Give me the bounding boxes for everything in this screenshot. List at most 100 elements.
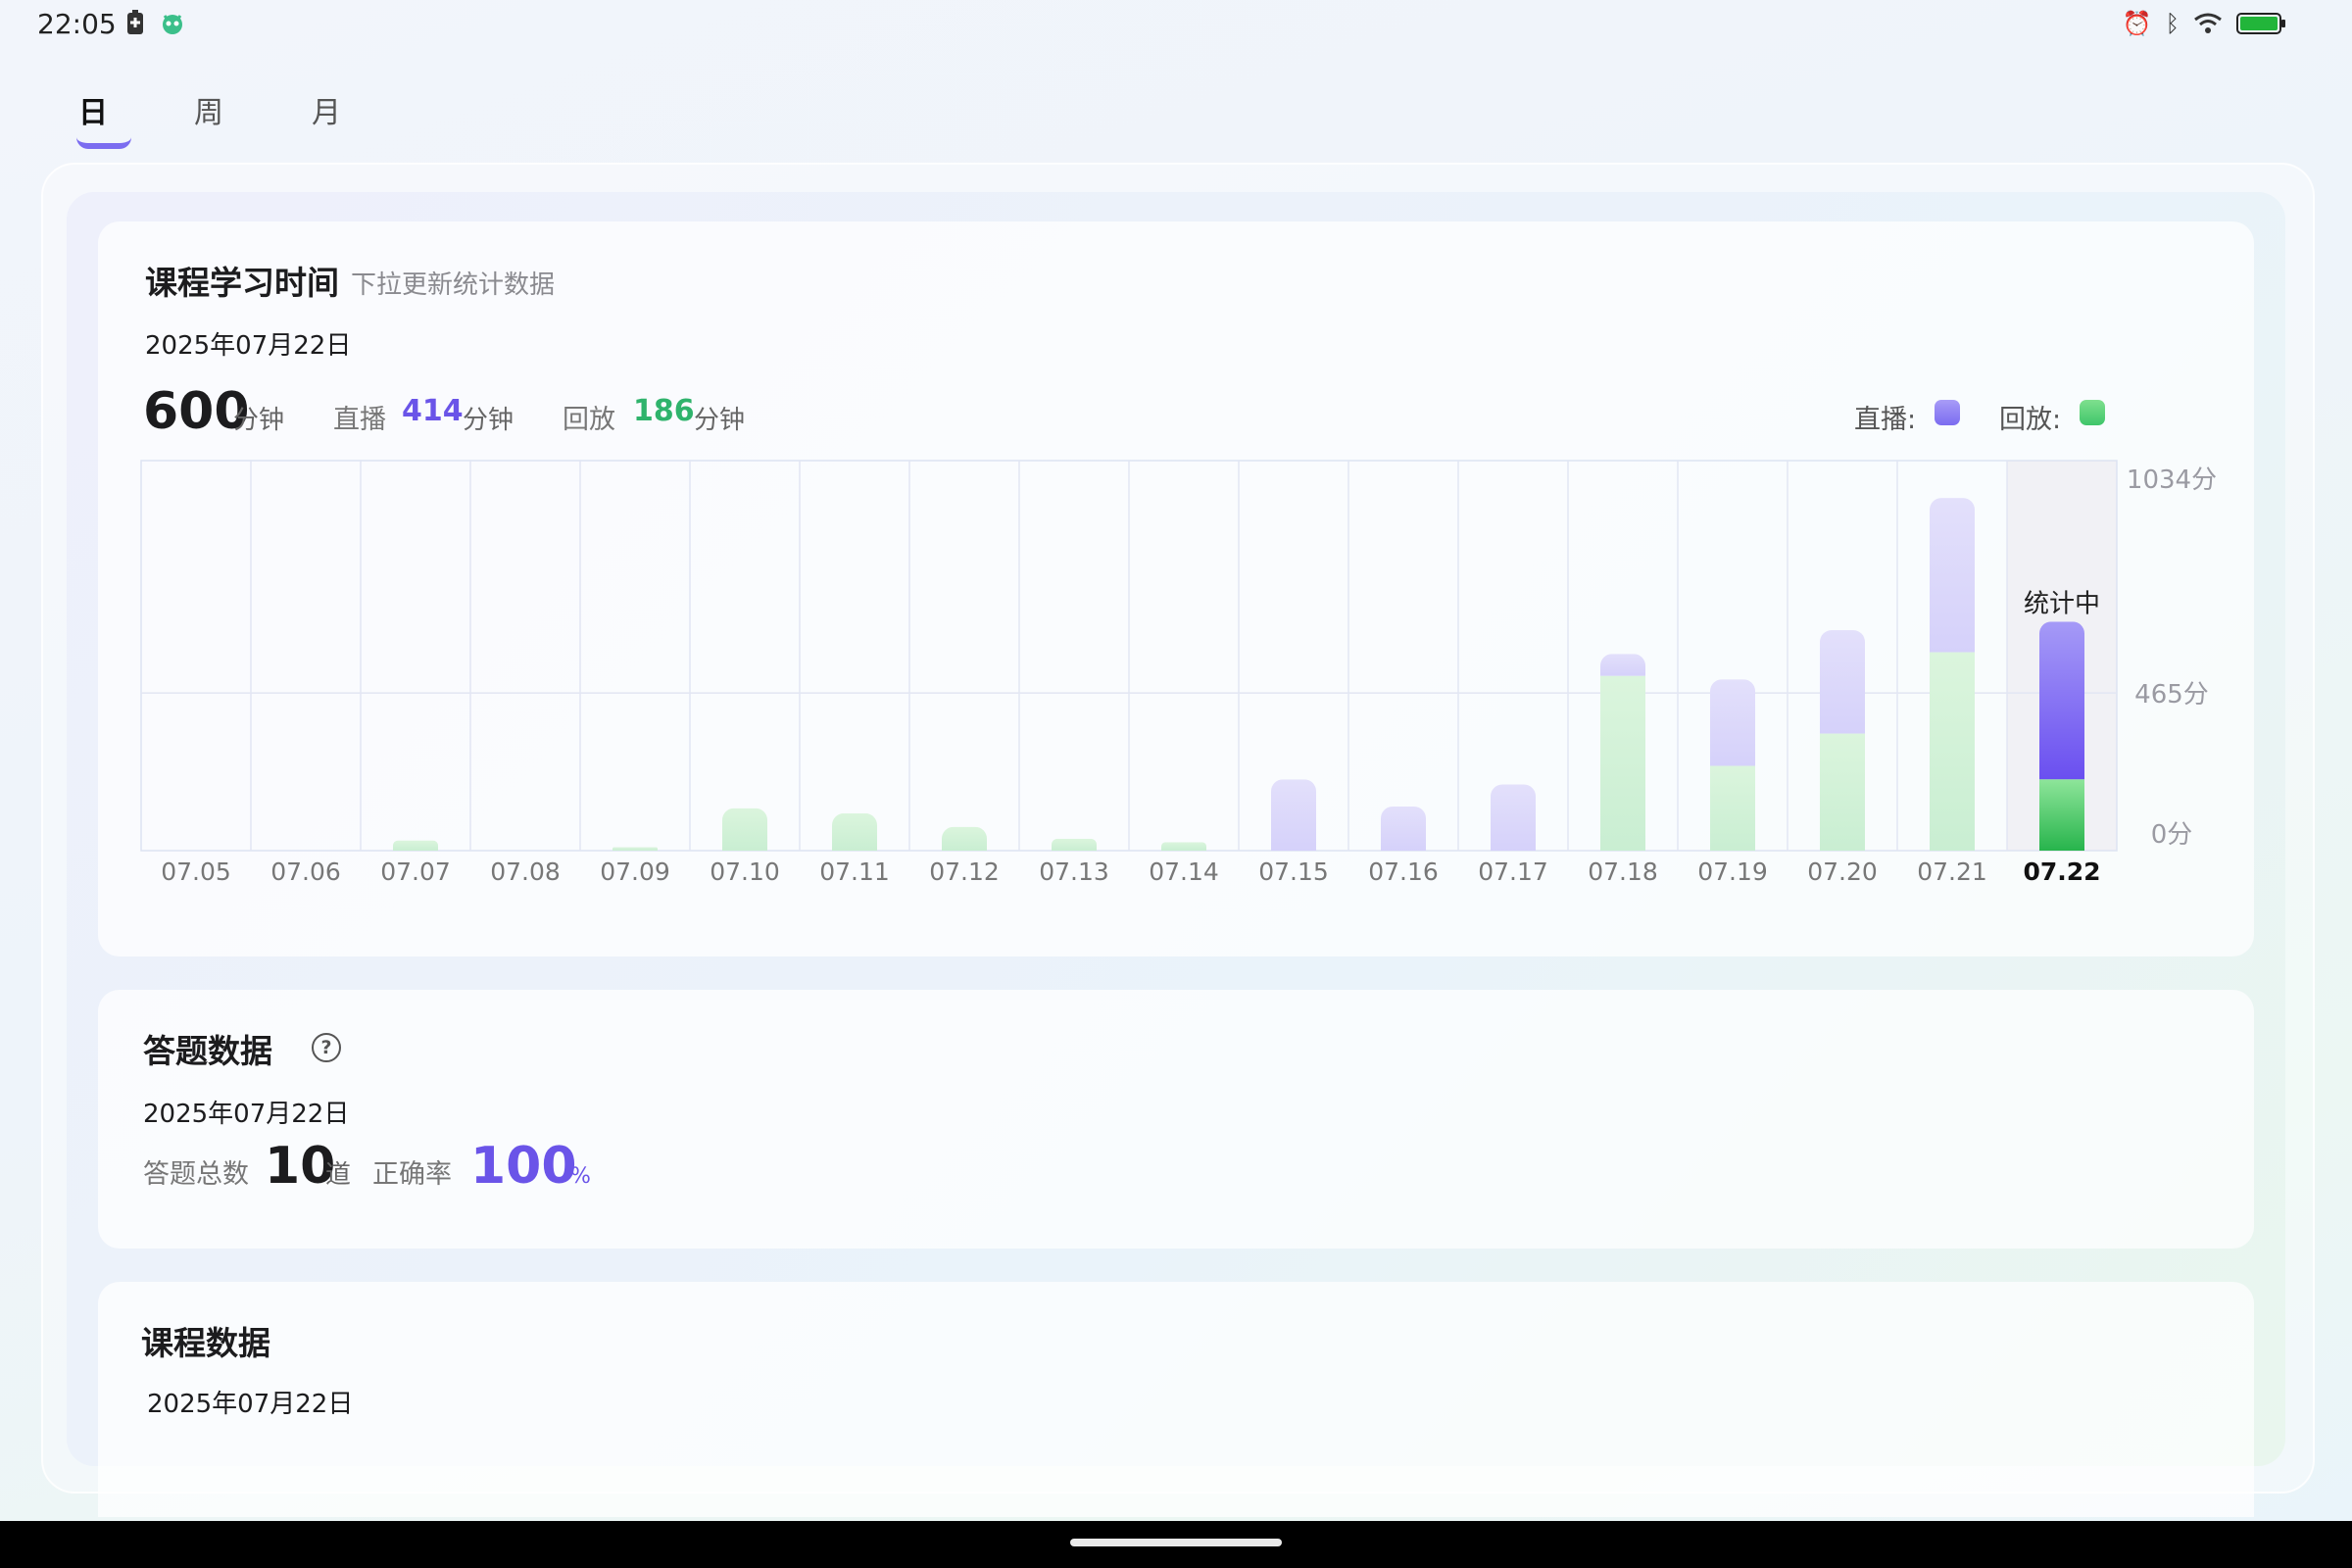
pull-refresh-hint: 下拉更新统计数据: [351, 270, 556, 300]
battery-saver-icon: [127, 10, 143, 34]
wifi-icon: [2194, 13, 2222, 33]
bar-stack[interactable]: [832, 812, 877, 851]
bar-live[interactable]: [1820, 630, 1865, 734]
tab-day[interactable]: 日: [78, 96, 108, 130]
x-tick-label: 07.14: [1149, 858, 1219, 886]
bar-replay[interactable]: [1161, 842, 1206, 851]
bar-stack[interactable]: [1820, 630, 1865, 851]
course-data-date: 2025年07月22日: [147, 1390, 354, 1419]
bar-stack[interactable]: [393, 840, 438, 851]
answer-total-value: 10: [265, 1137, 336, 1196]
bar-live[interactable]: [1491, 784, 1536, 851]
x-tick-label: 07.10: [710, 858, 780, 886]
bar-replay[interactable]: [612, 847, 658, 851]
alarm-icon: ⏰: [2122, 10, 2152, 37]
bar-stack[interactable]: [612, 847, 658, 851]
answer-data-card: 答题数据 ? 2025年07月22日 答题总数 10 道 正确率 100 %: [98, 990, 2254, 1249]
total-unit: 分钟: [233, 406, 285, 435]
bar-stack[interactable]: [1710, 679, 1755, 851]
bluetooth-icon: ᛒ: [2165, 10, 2180, 37]
status-time: 22:05: [37, 8, 117, 40]
live-minutes: 414: [402, 394, 464, 428]
x-tick-label: 07.06: [270, 858, 341, 886]
bar-stack[interactable]: [942, 826, 987, 851]
bar-replay[interactable]: [1600, 675, 1645, 851]
legend-replay-label: 回放:: [1999, 405, 2062, 435]
legend-replay-swatch: [2080, 400, 2105, 425]
x-tick-label: 07.09: [600, 858, 670, 886]
bar-stack[interactable]: [722, 808, 767, 851]
battery-icon: [2236, 13, 2285, 34]
tab-month[interactable]: 月: [312, 96, 341, 130]
x-tick-label: 07.17: [1478, 858, 1548, 886]
bar-replay[interactable]: [722, 808, 767, 851]
x-tick-label: 07.19: [1697, 858, 1768, 886]
x-tick-label: 07.18: [1588, 858, 1658, 886]
app-notification-icon: [163, 15, 182, 34]
x-tick-label: 07.13: [1039, 858, 1109, 886]
course-data-title: 课程数据: [141, 1324, 270, 1362]
x-tick-label: 07.11: [819, 858, 890, 886]
y-tick-label: 465分: [2134, 680, 2209, 710]
answer-total-unit: 道: [325, 1160, 352, 1190]
replay-label: 回放: [563, 405, 615, 435]
legend-live-label: 直播:: [1854, 405, 1917, 435]
live-label: 直播: [333, 405, 386, 435]
counting-label: 统计中: [2024, 589, 2100, 618]
tab-week[interactable]: 周: [194, 96, 223, 130]
bar-live[interactable]: [1271, 779, 1316, 851]
active-tab-indicator: [76, 137, 131, 149]
navigation-bar: [0, 1521, 2352, 1568]
bar-live[interactable]: [1600, 654, 1645, 676]
accuracy-unit: %: [570, 1164, 591, 1189]
x-tick-label: 07.21: [1917, 858, 1987, 886]
course-data-card: 课程数据 2025年07月22日: [98, 1282, 2254, 1517]
question-circle-icon[interactable]: ?: [312, 1033, 341, 1062]
bar-stack[interactable]: [1271, 779, 1316, 851]
bar-stack[interactable]: [2039, 621, 2084, 851]
bar-stack[interactable]: [1491, 784, 1536, 851]
y-tick-label: 0分: [2151, 820, 2193, 850]
bar-live[interactable]: [2039, 621, 2084, 780]
bar-replay[interactable]: [2039, 779, 2084, 851]
accuracy-value: 100: [470, 1137, 577, 1196]
bar-stack[interactable]: [1161, 842, 1206, 851]
bar-live[interactable]: [1930, 498, 1975, 653]
status-bar: 22:05 ⏰ ᛒ: [0, 0, 2352, 49]
x-tick-label: 07.12: [929, 858, 1000, 886]
bar-stack[interactable]: [1930, 498, 1975, 851]
bar-replay[interactable]: [832, 812, 877, 851]
study-time-chart: 1034分 465分 0分 07.05 07.06 07.07 07.08 07.09 07.1…: [140, 460, 2217, 886]
x-tick-label: 07.16: [1368, 858, 1439, 886]
bar-stack[interactable]: [1381, 807, 1426, 851]
bar-stack[interactable]: [1600, 654, 1645, 851]
bar-replay[interactable]: [942, 826, 987, 851]
study-time-date: 2025年07月22日: [145, 331, 352, 361]
bar-replay[interactable]: [1820, 733, 1865, 851]
bar-live[interactable]: [1710, 679, 1755, 766]
bar-replay[interactable]: [393, 840, 438, 851]
replay-unit: 分钟: [694, 406, 746, 435]
bar-replay[interactable]: [1930, 652, 1975, 851]
answer-total-label: 答题总数: [143, 1159, 249, 1190]
study-time-title: 课程学习时间: [145, 264, 339, 302]
answer-data-title: 答题数据: [143, 1032, 272, 1070]
x-tick-label: 07.07: [380, 858, 451, 886]
x-tick-label: 07.08: [490, 858, 561, 886]
x-tick-label: 07.15: [1258, 858, 1329, 886]
answer-data-date: 2025年07月22日: [143, 1100, 350, 1129]
x-tick-label: 07.22: [2023, 858, 2100, 886]
replay-minutes: 186: [633, 394, 695, 428]
bar-stack[interactable]: [1052, 838, 1097, 851]
accuracy-label: 正确率: [372, 1159, 452, 1190]
bar-replay[interactable]: [1052, 838, 1097, 851]
legend-live-swatch: [1935, 400, 1960, 425]
total-minutes: 600: [143, 382, 250, 441]
study-time-card: 课程学习时间 下拉更新统计数据 2025年07月22日 600 分钟 直播 41…: [98, 221, 2254, 956]
y-tick-label: 1034分: [2127, 466, 2217, 495]
x-tick-label: 07.20: [1807, 858, 1878, 886]
bar-live[interactable]: [1381, 807, 1426, 851]
x-tick-label: 07.05: [161, 858, 231, 886]
bar-replay[interactable]: [1710, 765, 1755, 851]
home-gesture-handle[interactable]: [1070, 1539, 1282, 1546]
